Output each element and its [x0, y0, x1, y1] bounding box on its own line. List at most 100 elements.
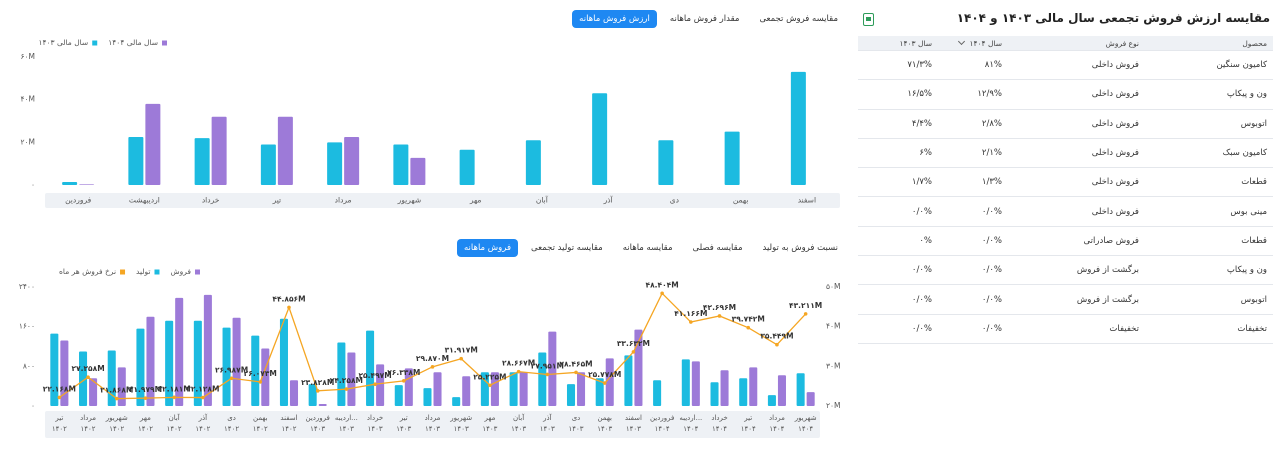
bar	[318, 404, 327, 406]
tab[interactable]: مقایسه فروش تجمعی	[759, 14, 838, 24]
x-tick-label: ۱۴۰۳	[568, 425, 583, 433]
bar	[806, 392, 815, 406]
x-tick-label: فروردین	[65, 196, 92, 205]
x-tick-label: مرداد	[769, 414, 785, 422]
bar	[749, 367, 758, 406]
tab[interactable]: مقایسه فصلی	[692, 243, 743, 253]
bar	[433, 372, 442, 406]
line-point	[459, 356, 464, 361]
table-cell: تخفیفات	[1109, 323, 1139, 334]
table-cell: ون و پیکاپ	[1226, 89, 1267, 100]
data-label: ۲۸.۴۶۵M	[559, 359, 592, 368]
table-cell: ۰/۰%	[981, 323, 1002, 334]
tab[interactable]: مقدار فروش ماهانه	[669, 14, 740, 24]
x-tick-label: ۱۴۰۳	[368, 425, 383, 433]
table-cell: اتوبوس	[1240, 118, 1267, 129]
x-tick-label: ۱۴۰۲	[81, 425, 96, 433]
bar	[251, 335, 260, 406]
x-tick-label: تیر	[54, 414, 63, 422]
table-cell: ۰/۰%	[981, 206, 1002, 217]
tab[interactable]: مقایسه تولید تجمعی	[531, 243, 603, 253]
x-tick-label: اسفند	[798, 196, 816, 205]
data-label: ۲۶.۳۳۸M	[387, 368, 420, 377]
data-label: ۲۳.۸۲۸M	[301, 378, 334, 387]
data-label: ۳۳.۶۳۲M	[617, 339, 650, 348]
x-tick-label: ۱۴۰۲	[138, 425, 153, 433]
y-tick-label: ۲۰M	[20, 137, 35, 146]
x-tick-label: مرداد	[425, 414, 441, 422]
table-row: کامیون سبک فروش داخلی ۲/۱% ۶%	[858, 139, 1273, 169]
bar	[327, 142, 343, 185]
x-tick-label: دی	[227, 414, 236, 422]
x-tick-label: ۱۴۰۴	[769, 425, 784, 433]
legend-swatch	[154, 269, 160, 275]
table-cell: ۰%	[919, 235, 932, 246]
x-axis-band	[45, 411, 820, 438]
table-row: اتوبوس برگشت از فروش ۰/۰% ۰/۰%	[858, 285, 1273, 315]
bottom-tabs: فروش ماهانه مقایسه تولید تجمعی مقایسه ماها…	[456, 239, 845, 257]
bar	[337, 342, 346, 406]
data-label: ۲۹.۸۷۰M	[416, 354, 449, 363]
x-tick-label: مهر	[469, 196, 482, 205]
x-tick-label: خرداد	[202, 196, 220, 205]
x-tick-label: ۱۴۰۳	[310, 425, 325, 433]
bar	[289, 380, 299, 406]
line-point	[201, 395, 205, 400]
y-tick-label: ۱۶۰۰	[19, 322, 35, 331]
x-tick-label: فروردین	[305, 414, 329, 422]
bar	[79, 184, 95, 185]
bar	[145, 103, 161, 185]
tab[interactable]: ارزش فروش ماهانه	[572, 10, 657, 28]
tab[interactable]: فروش ماهانه	[456, 239, 519, 257]
x-tick-label: ۱۴۰۲	[224, 425, 239, 433]
bar	[376, 364, 385, 406]
line-point	[488, 383, 492, 388]
x-tick-label: ۱۴۰۴	[712, 425, 727, 433]
bar	[79, 351, 88, 406]
bar	[658, 140, 674, 185]
legend-swatch	[92, 40, 98, 46]
table-cell: کامیون سنگین	[1216, 60, 1267, 71]
data-label: ۲۲.۱۲۸M	[186, 385, 219, 394]
line-point	[287, 305, 291, 310]
legend-label: فروش	[170, 267, 191, 276]
bar	[60, 340, 69, 406]
data-label: ۴۸.۴۰۴M	[646, 280, 679, 289]
x-tick-label: ۱۴۰۳	[396, 425, 411, 433]
bar	[277, 116, 293, 185]
bar	[347, 352, 356, 406]
line-point	[602, 381, 607, 385]
table-cell: ۰/۰%	[911, 323, 932, 334]
x-tick-label: ۱۴۰۲	[281, 425, 296, 433]
line-point	[574, 370, 578, 375]
sort-icon[interactable]	[958, 37, 966, 45]
table-cell: قطعات	[1241, 235, 1267, 246]
x-tick-label: ۱۴۰۴	[655, 425, 670, 433]
x-tick-label: آبان	[169, 413, 181, 422]
charts: سال مالی ۱۴۰۴ سال مالی ۱۴۰۳ ۰ ۲۰M ۴۰M ۶۰M فرور…	[19, 38, 841, 438]
table-cell: ۰/۰%	[981, 235, 1002, 246]
line-point	[114, 396, 119, 401]
tab[interactable]: مقایسه ماهانه	[622, 243, 673, 253]
x-tick-label: اسفند	[280, 414, 297, 422]
table-row: مینی بوس فروش داخلی ۰/۰% ۰/۰%	[858, 197, 1273, 227]
table-row: کامیون سنگین فروش داخلی ۸۱% ۷۱/۳%	[858, 51, 1273, 81]
bar	[710, 382, 719, 406]
table-header-cell[interactable]: سال ۱۴۰۴	[938, 37, 1008, 48]
table-cell: ۸۱%	[984, 60, 1002, 71]
data-label: ۲۵.۷۷۸M	[588, 370, 621, 379]
export-icon[interactable]	[863, 13, 874, 26]
tab[interactable]: نسبت فروش به تولید	[762, 243, 839, 253]
bar	[548, 331, 557, 406]
line-point	[143, 396, 148, 400]
x-tick-label: فروردین	[650, 414, 674, 422]
legend-label: نرخ فروش هر ماه	[59, 267, 116, 276]
x-tick-label: شهریور	[794, 414, 817, 422]
bar	[480, 372, 489, 406]
table-title: مقایسه ارزش فروش تجمعی سال مالی ۱۴۰۳ و ۱…	[956, 11, 1270, 25]
x-tick-label: دی	[572, 414, 581, 422]
data-label: ۴۳.۲۱۱M	[789, 301, 822, 310]
line-point	[315, 389, 320, 393]
table-row: اتوبوس فروش داخلی ۲/۸% ۴/۴%	[858, 110, 1273, 139]
legend-label: سال مالی ۱۴۰۳	[38, 38, 88, 47]
